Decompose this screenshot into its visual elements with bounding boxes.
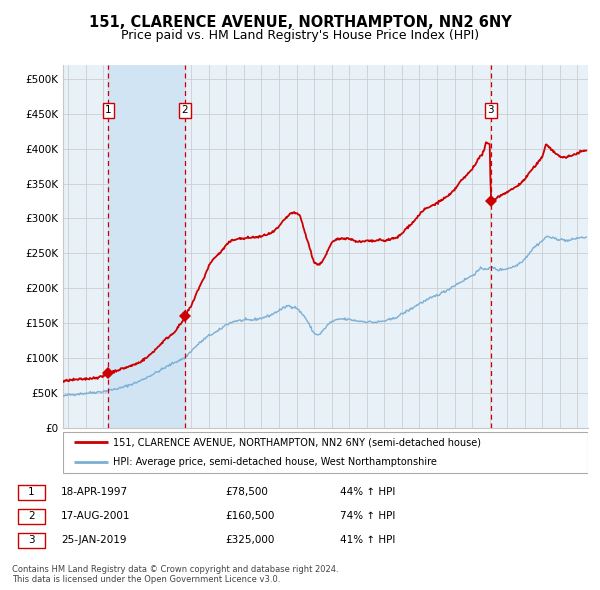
Text: £325,000: £325,000 xyxy=(225,535,274,545)
FancyBboxPatch shape xyxy=(18,509,46,524)
Text: 2: 2 xyxy=(181,105,188,115)
Text: 25-JAN-2019: 25-JAN-2019 xyxy=(61,535,127,545)
Bar xyxy=(109,65,185,428)
Text: 44% ↑ HPI: 44% ↑ HPI xyxy=(340,487,395,497)
Text: 151, CLARENCE AVENUE, NORTHAMPTON, NN2 6NY: 151, CLARENCE AVENUE, NORTHAMPTON, NN2 6… xyxy=(89,15,511,30)
Text: 3: 3 xyxy=(488,105,494,115)
Text: £160,500: £160,500 xyxy=(225,511,274,521)
Text: 1: 1 xyxy=(28,487,35,497)
Text: 3: 3 xyxy=(28,535,35,545)
Text: Price paid vs. HM Land Registry's House Price Index (HPI): Price paid vs. HM Land Registry's House … xyxy=(121,30,479,42)
Text: HPI: Average price, semi-detached house, West Northamptonshire: HPI: Average price, semi-detached house,… xyxy=(113,457,437,467)
FancyBboxPatch shape xyxy=(63,432,588,473)
Text: 74% ↑ HPI: 74% ↑ HPI xyxy=(340,511,395,521)
FancyBboxPatch shape xyxy=(18,485,46,500)
Text: 17-AUG-2001: 17-AUG-2001 xyxy=(61,511,130,521)
FancyBboxPatch shape xyxy=(18,533,46,548)
Text: 41% ↑ HPI: 41% ↑ HPI xyxy=(340,535,395,545)
Text: 1: 1 xyxy=(105,105,112,115)
Text: 18-APR-1997: 18-APR-1997 xyxy=(61,487,128,497)
Text: 151, CLARENCE AVENUE, NORTHAMPTON, NN2 6NY (semi-detached house): 151, CLARENCE AVENUE, NORTHAMPTON, NN2 6… xyxy=(113,437,481,447)
Text: Contains HM Land Registry data © Crown copyright and database right 2024.
This d: Contains HM Land Registry data © Crown c… xyxy=(12,565,338,584)
Text: 2: 2 xyxy=(28,511,35,521)
Text: £78,500: £78,500 xyxy=(225,487,268,497)
